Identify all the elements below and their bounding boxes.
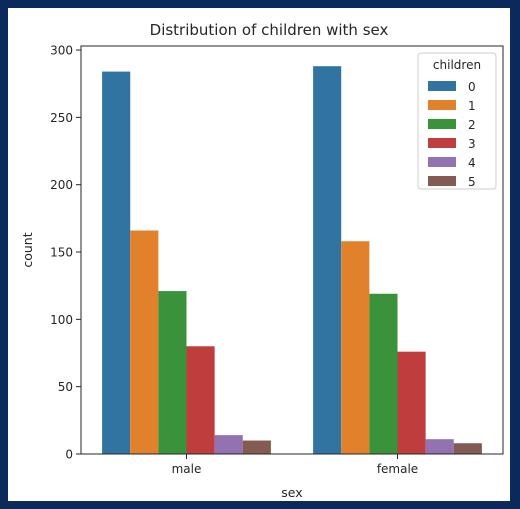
y-tick-label: 50 (58, 380, 73, 394)
legend-swatch (428, 119, 456, 129)
x-tick-label: female (377, 462, 418, 476)
bar-female-children-5 (453, 443, 482, 454)
legend-entry: 1 (468, 99, 476, 113)
y-tick-label: 200 (50, 178, 73, 192)
y-tick-label: 300 (50, 44, 73, 58)
x-tick-label: male (172, 462, 202, 476)
bar-male-children-0 (102, 71, 131, 454)
legend-swatch (428, 157, 456, 167)
y-tick-label: 0 (65, 448, 73, 462)
legend-entry: 0 (468, 80, 476, 94)
bar-female-children-2 (369, 293, 398, 454)
bar-male-children-5 (242, 440, 271, 454)
x-axis-label: sex (281, 485, 302, 500)
plot-frame (80, 45, 504, 455)
bar-male-children-3 (186, 346, 215, 454)
legend-title: children (433, 58, 481, 72)
y-axis-label: count (20, 232, 35, 267)
bar-female-children-1 (341, 241, 370, 454)
bar-male-children-2 (158, 291, 187, 454)
legend-entry: 5 (468, 175, 476, 189)
legend-swatch (428, 81, 456, 91)
bar-male-children-4 (214, 435, 243, 454)
bar-female-children-3 (397, 351, 426, 454)
legend-swatch (428, 100, 456, 110)
legend: children 0 1 2 3 4 5 (417, 52, 497, 190)
y-tick-label: 250 (50, 111, 73, 125)
bar-female-children-4 (425, 439, 454, 454)
legend-swatch (428, 138, 456, 148)
chart-panel: 0 50 100 150 200 250 300 male female Distributio… (8, 8, 510, 501)
bar-female-children-0 (313, 66, 342, 454)
bar-male-children-1 (130, 230, 159, 454)
y-tick-label: 100 (50, 313, 73, 327)
y-tick-label: 150 (50, 246, 73, 260)
legend-entry: 3 (468, 137, 476, 151)
legend-swatch (428, 176, 456, 186)
legend-entry: 2 (468, 118, 476, 132)
legend-entry: 4 (468, 156, 476, 170)
chart-title: Distribution of children with sex (150, 21, 389, 39)
